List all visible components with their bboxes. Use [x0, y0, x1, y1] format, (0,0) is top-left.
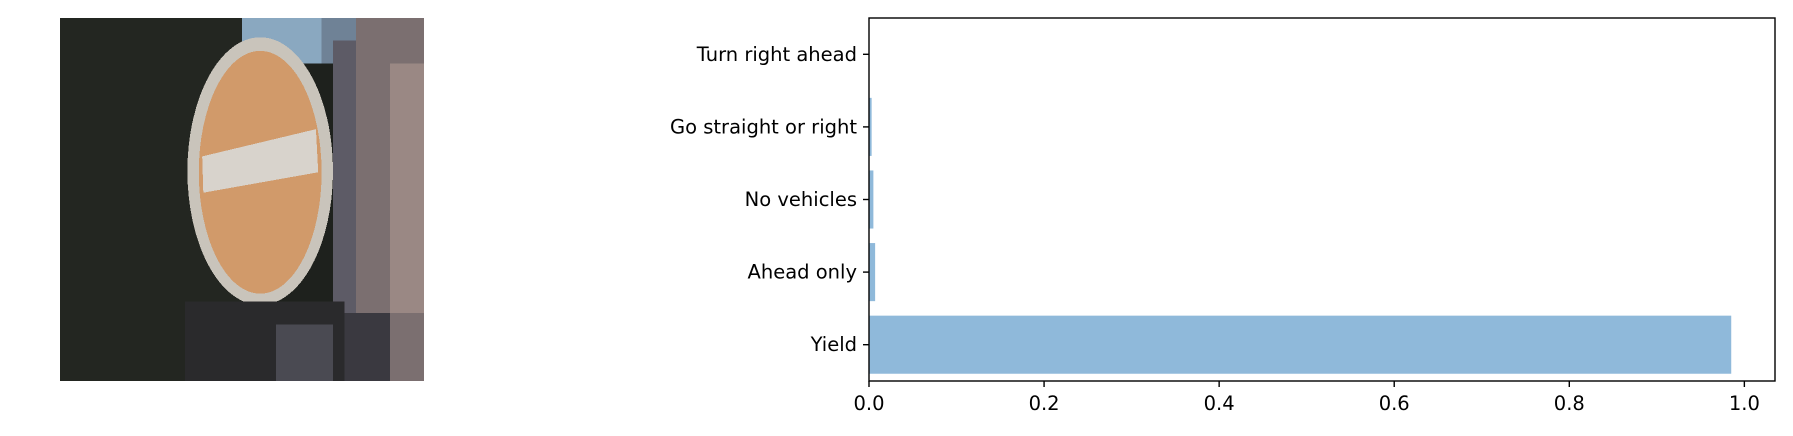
bar-yield — [869, 315, 1732, 374]
y-tick-label: Ahead only — [748, 261, 857, 284]
bar-ahead-only — [869, 243, 876, 302]
x-tick-label: 0.6 — [1379, 392, 1410, 415]
y-tick-label: Turn right ahead — [696, 43, 857, 66]
x-tick-label: 0.2 — [1029, 392, 1060, 415]
x-tick-label: 0.0 — [853, 392, 884, 415]
bar-go-straight-or-right — [869, 97, 872, 156]
y-tick-label: No vehicles — [745, 188, 857, 211]
x-tick-label: 0.4 — [1204, 392, 1235, 415]
y-tick-label: Yield — [810, 333, 857, 356]
x-tick-label: 1.0 — [1729, 392, 1760, 415]
bar-no-vehicles — [869, 170, 874, 229]
traffic-sign-image — [60, 18, 424, 381]
y-tick-label: Go straight or right — [670, 115, 857, 138]
x-tick-label: 0.8 — [1554, 392, 1585, 415]
